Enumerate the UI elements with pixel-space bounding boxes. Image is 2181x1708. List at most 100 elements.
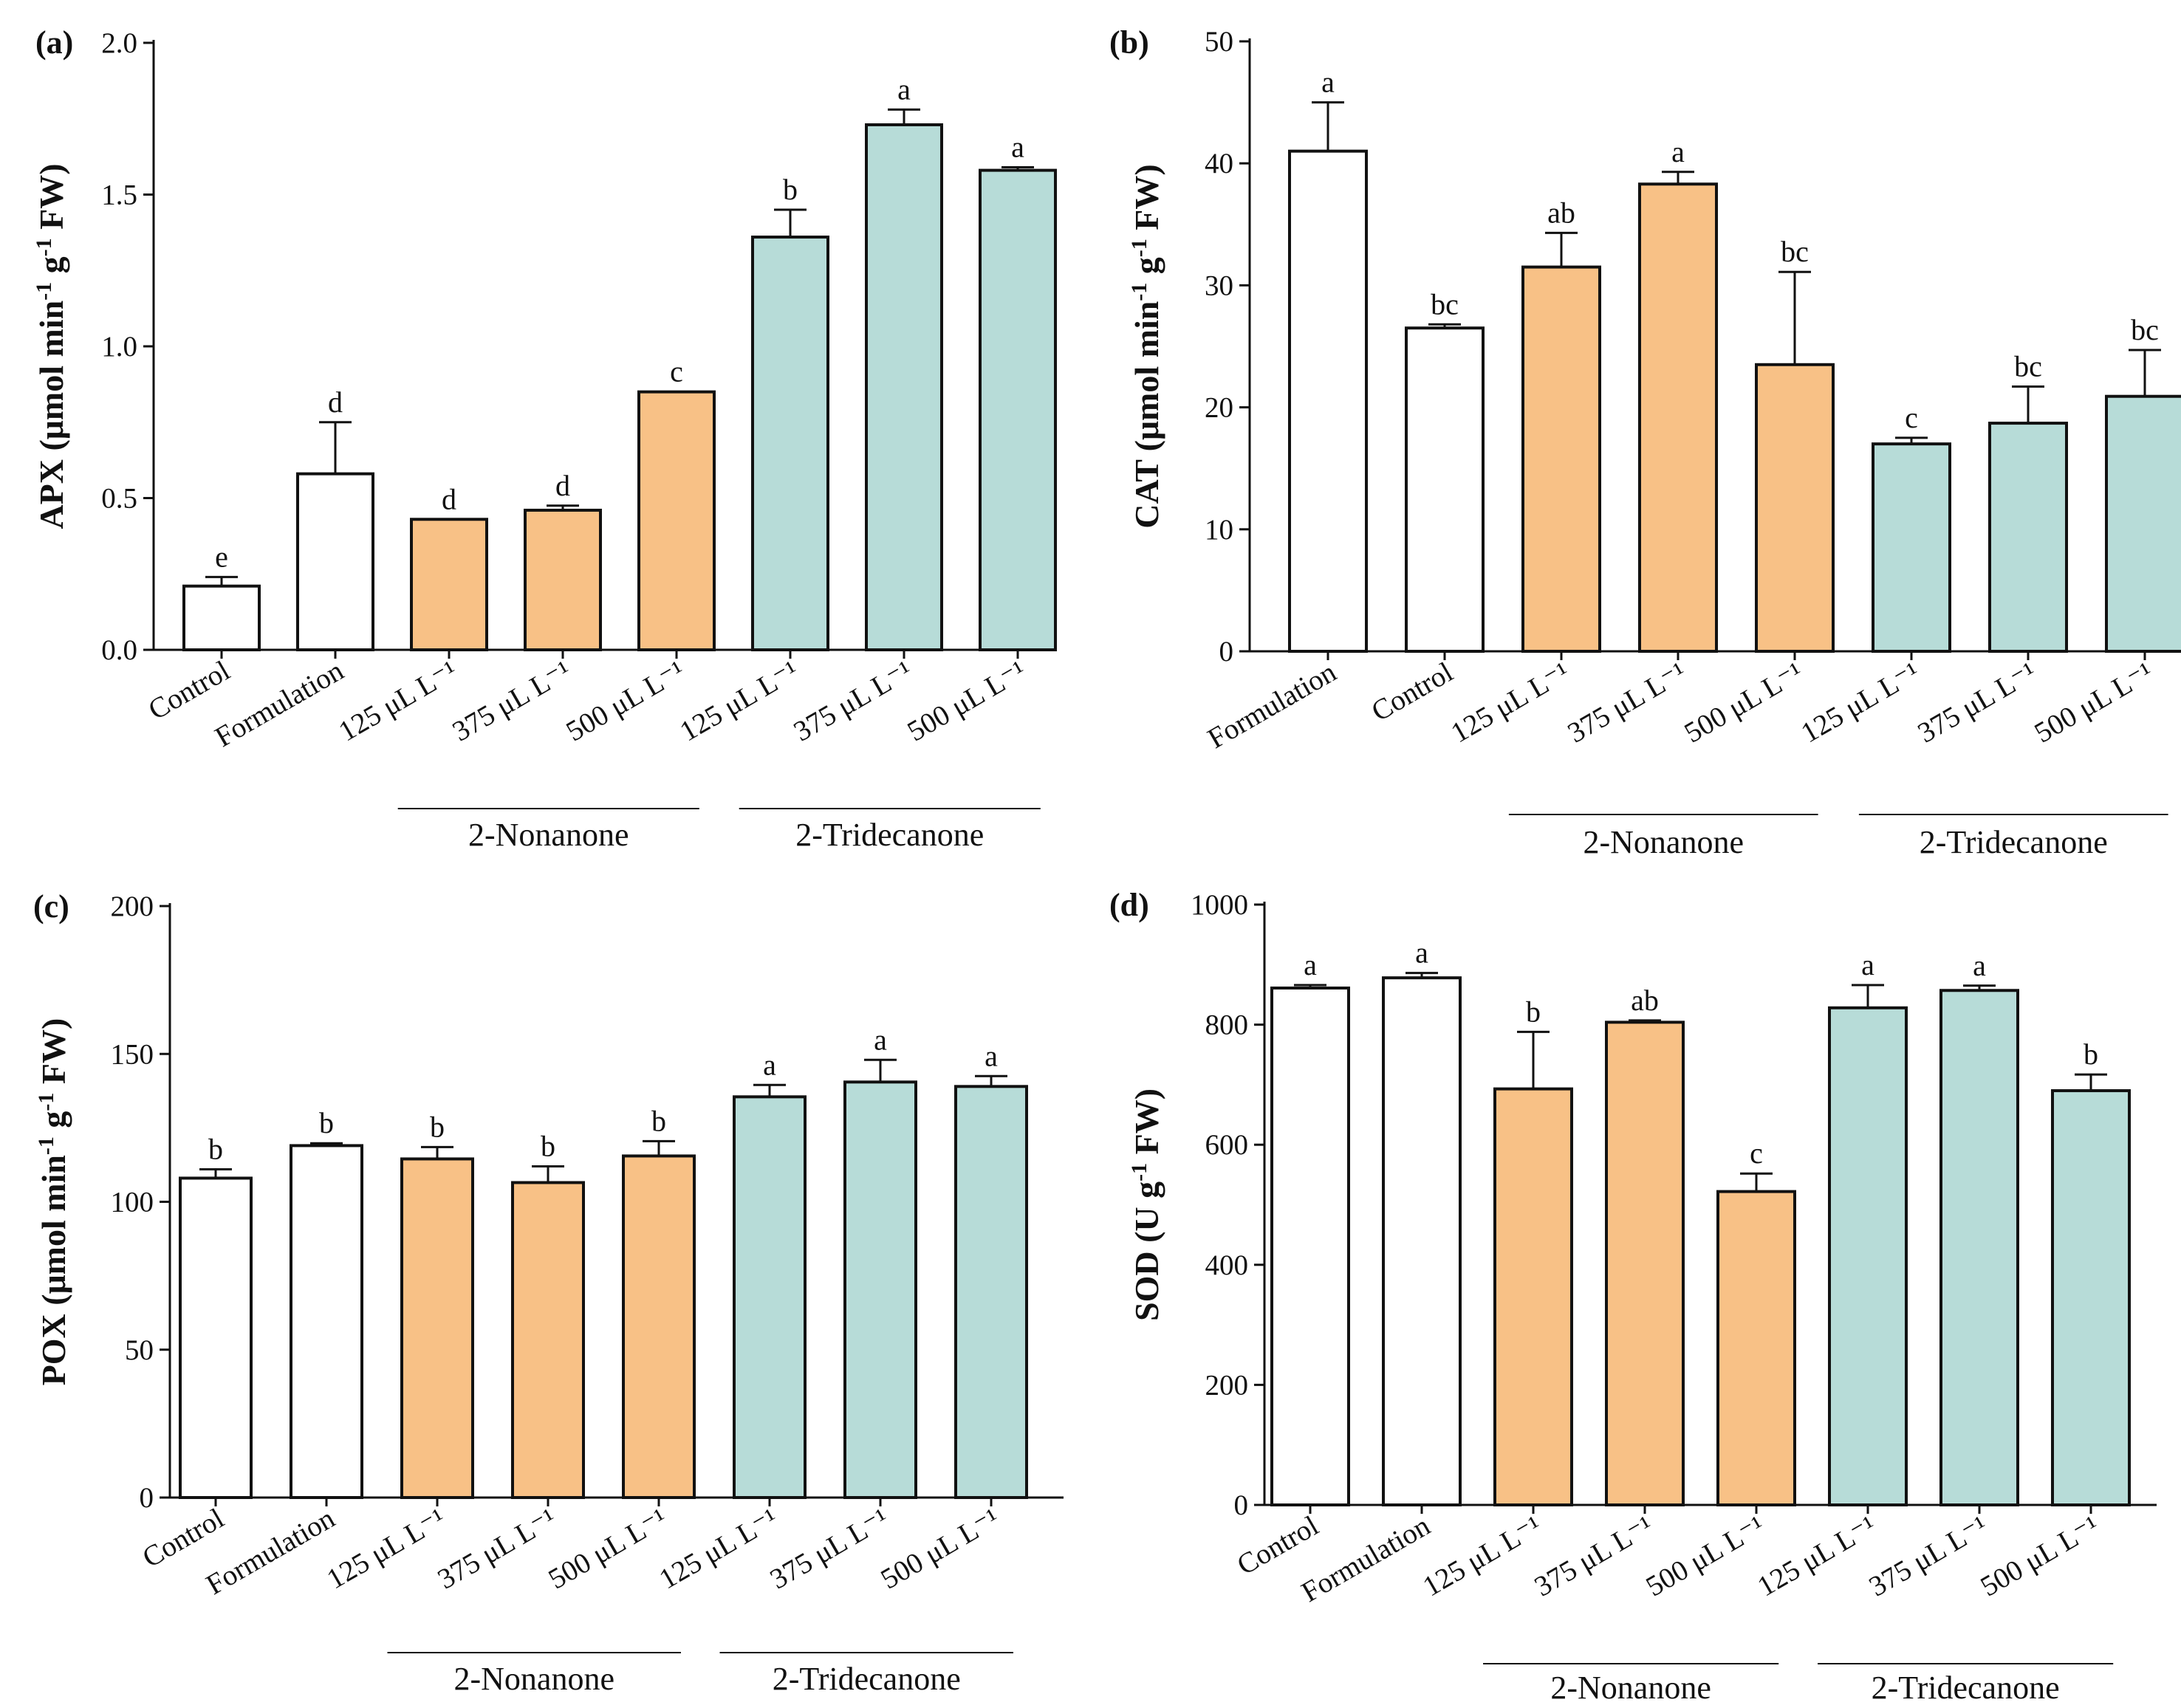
bar — [1405, 326, 1485, 653]
y-tick-label: 800 — [1205, 1009, 1249, 1041]
x-tick-label: 375 μL L⁻¹ — [788, 655, 917, 748]
group-label: 2-Nonanone — [468, 817, 629, 853]
bar — [622, 1154, 696, 1499]
x-tick-label: 125 μL L⁻¹ — [1795, 656, 1925, 750]
y-axis-title: SOD (U g-1 FW) — [1127, 1088, 1166, 1321]
significance-letter: a — [985, 1039, 998, 1072]
bar — [733, 1095, 807, 1499]
x-tick-label: 125 μL L⁻¹ — [333, 655, 462, 748]
x-tick-label: 125 μL L⁻¹ — [1417, 1510, 1547, 1603]
x-tick-label: Formulation — [1296, 1510, 1436, 1609]
bar — [290, 1144, 363, 1499]
panel-letter: (d) — [1109, 887, 1149, 923]
significance-letter: bc — [1431, 287, 1459, 320]
y-tick-label: 1000 — [1191, 889, 1248, 921]
panel-b-chart: (b) CAT (μmol min-1 g-1 FW) 0 10 20 30 40 50 a Fo… — [1109, 24, 2181, 860]
bar — [843, 1080, 917, 1499]
group-label: 2-Tridecanone — [773, 1661, 961, 1697]
significance-letter: ab — [1631, 984, 1659, 1017]
significance-letter: d — [442, 482, 456, 515]
x-tick-label: 125 μL L⁻¹ — [1445, 656, 1575, 750]
bar — [410, 518, 488, 652]
y-tick-label: 30 — [1205, 270, 1233, 301]
y-tick-label: 150 — [111, 1038, 154, 1070]
significance-letter: a — [1861, 948, 1874, 981]
group-label: 2-Nonanone — [454, 1661, 615, 1697]
bar — [1755, 363, 1835, 653]
panel-d-chart: (d)SOD (U g-1 FW)02004006008001000aContr… — [1109, 887, 2157, 1706]
bar — [1605, 1021, 1685, 1506]
bar — [637, 390, 716, 652]
y-tick-label: 0 — [1219, 636, 1234, 668]
bar — [1288, 149, 1368, 653]
y-tick-label: 0 — [140, 1482, 154, 1514]
y-tick-label: 1.5 — [101, 179, 137, 211]
x-tick-label: 375 μL L⁻¹ — [1863, 1510, 1993, 1603]
significance-letter: a — [1321, 66, 1335, 99]
y-tick-label: 2.0 — [101, 27, 137, 59]
bar — [954, 1085, 1028, 1499]
bar — [1939, 989, 2019, 1507]
bar — [182, 584, 261, 651]
x-tick-label: 500 μL L⁻¹ — [1679, 656, 1808, 750]
panel-c-chart: (c)POX (μmol min-1 g-1 FW)050100150200bC… — [33, 888, 1064, 1697]
x-tick-label: 125 μL L⁻¹ — [674, 655, 804, 748]
significance-letter: d — [328, 385, 343, 419]
y-axis-title: CAT (μmol min-1 g-1 FW) — [1127, 164, 1166, 528]
x-tick-label: Control — [143, 654, 236, 726]
significance-letter: b — [1526, 995, 1541, 1028]
significance-letter: c — [670, 355, 683, 388]
bar — [1521, 265, 1601, 653]
y-axis-title: APX (μmol min-1 g-1 FW) — [32, 163, 71, 529]
bar — [865, 123, 943, 652]
significance-letter: bc — [2131, 313, 2159, 346]
panel-a-chart: (a) APX (μmol min-1 g-1 FW) 0.0 0.5 1.0 1.5 2.… — [32, 24, 1057, 853]
x-tick-label: Formulation — [210, 655, 349, 754]
x-tick-label: 375 μL L⁻¹ — [447, 655, 576, 748]
significance-letter: b — [430, 1110, 445, 1143]
y-tick-label: 50 — [125, 1334, 154, 1366]
significance-letter: c — [1905, 401, 1918, 434]
x-tick-label: 375 μL L⁻¹ — [1529, 1510, 1658, 1603]
y-tick-label: 200 — [1205, 1369, 1249, 1401]
bar — [1270, 987, 1350, 1506]
panel-letter: (a) — [35, 24, 73, 61]
y-axis-title: POX (μmol min-1 g-1 FW) — [34, 1018, 73, 1386]
significance-letter: a — [1671, 135, 1685, 168]
group-label: 2-Tridecanone — [795, 817, 984, 853]
group-label: 2-Tridecanone — [1920, 824, 2108, 860]
significance-letter: b — [2084, 1038, 2098, 1071]
significance-letter: b — [319, 1106, 334, 1139]
x-tick-label: 500 μL L⁻¹ — [875, 1503, 1004, 1596]
significance-letter: bc — [2014, 350, 2042, 383]
significance-letter: a — [897, 72, 911, 106]
bar — [1493, 1087, 1573, 1506]
x-tick-label: 125 μL L⁻¹ — [654, 1503, 783, 1596]
significance-letter: b — [783, 173, 798, 206]
y-tick-label: 0.0 — [101, 634, 137, 666]
significance-letter: d — [555, 469, 570, 502]
significance-letter: a — [1011, 131, 1024, 164]
x-tick-label: 500 μL L⁻¹ — [1975, 1510, 2104, 1603]
significance-letter: a — [1415, 936, 1428, 970]
bar — [1988, 422, 2068, 653]
x-tick-label: 375 μL L⁻¹ — [432, 1503, 561, 1596]
significance-letter: a — [1304, 948, 1317, 981]
bar — [2105, 394, 2181, 653]
significance-letter: ab — [1547, 196, 1575, 229]
bar — [1638, 182, 1718, 653]
panel-letter: (c) — [33, 888, 69, 925]
significance-letter: a — [763, 1048, 776, 1081]
significance-letter: b — [651, 1104, 666, 1137]
bar — [1382, 976, 1462, 1507]
x-tick-label: 375 μL L⁻¹ — [1912, 656, 2041, 750]
y-tick-label: 1.0 — [101, 331, 137, 363]
y-tick-label: 20 — [1205, 392, 1233, 424]
significance-letter: a — [1973, 949, 1986, 982]
bar — [296, 472, 374, 651]
x-tick-label: 125 μL L⁻¹ — [1752, 1510, 1881, 1603]
bar — [511, 1181, 585, 1499]
x-tick-label: 500 μL L⁻¹ — [2029, 656, 2158, 750]
y-tick-label: 400 — [1205, 1249, 1249, 1281]
y-tick-label: 10 — [1205, 514, 1233, 546]
